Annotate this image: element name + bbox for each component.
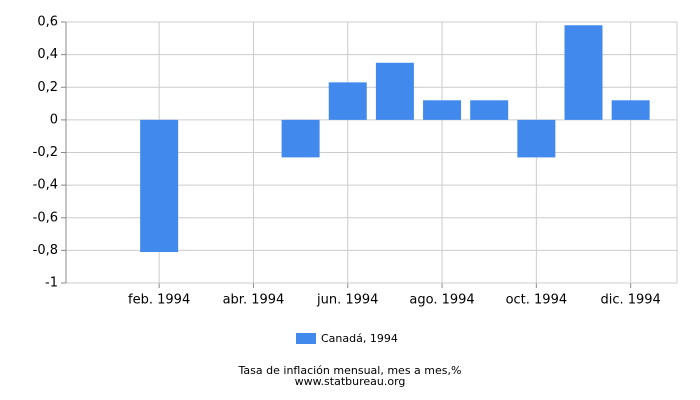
bar	[611, 100, 650, 120]
chart-subtitle: Tasa de inflación mensual, mes a mes,%	[238, 364, 462, 377]
legend-swatch	[296, 333, 316, 344]
bar	[470, 100, 509, 120]
bar	[281, 119, 320, 158]
x-tick-label: ago. 1994	[409, 293, 474, 308]
y-tick-label: -0,6	[33, 210, 58, 225]
y-tick-label: -0,4	[33, 178, 58, 193]
y-tick-label: -0,2	[33, 145, 58, 160]
chart-source: www.statbureau.org	[295, 375, 406, 388]
y-tick-label: 0,4	[37, 47, 58, 62]
bar	[423, 100, 462, 120]
x-tick-label: jun. 1994	[316, 293, 378, 308]
y-tick-label: 0	[50, 112, 58, 127]
x-tick-label: oct. 1994	[506, 293, 568, 308]
y-tick-label: -0,8	[33, 243, 58, 258]
bar	[564, 25, 603, 120]
y-tick-label: 0,6	[37, 15, 58, 30]
y-tick-label: 0,2	[37, 80, 58, 95]
bar	[375, 62, 414, 120]
x-tick-label: dic. 1994	[600, 293, 660, 308]
bar	[328, 82, 367, 120]
x-tick-label: feb. 1994	[128, 293, 190, 308]
bar	[517, 119, 556, 158]
x-tick-label: abr. 1994	[223, 293, 285, 308]
bar	[140, 119, 179, 253]
legend-label: Canadá, 1994	[321, 332, 398, 345]
y-tick-label: -1	[45, 276, 58, 291]
